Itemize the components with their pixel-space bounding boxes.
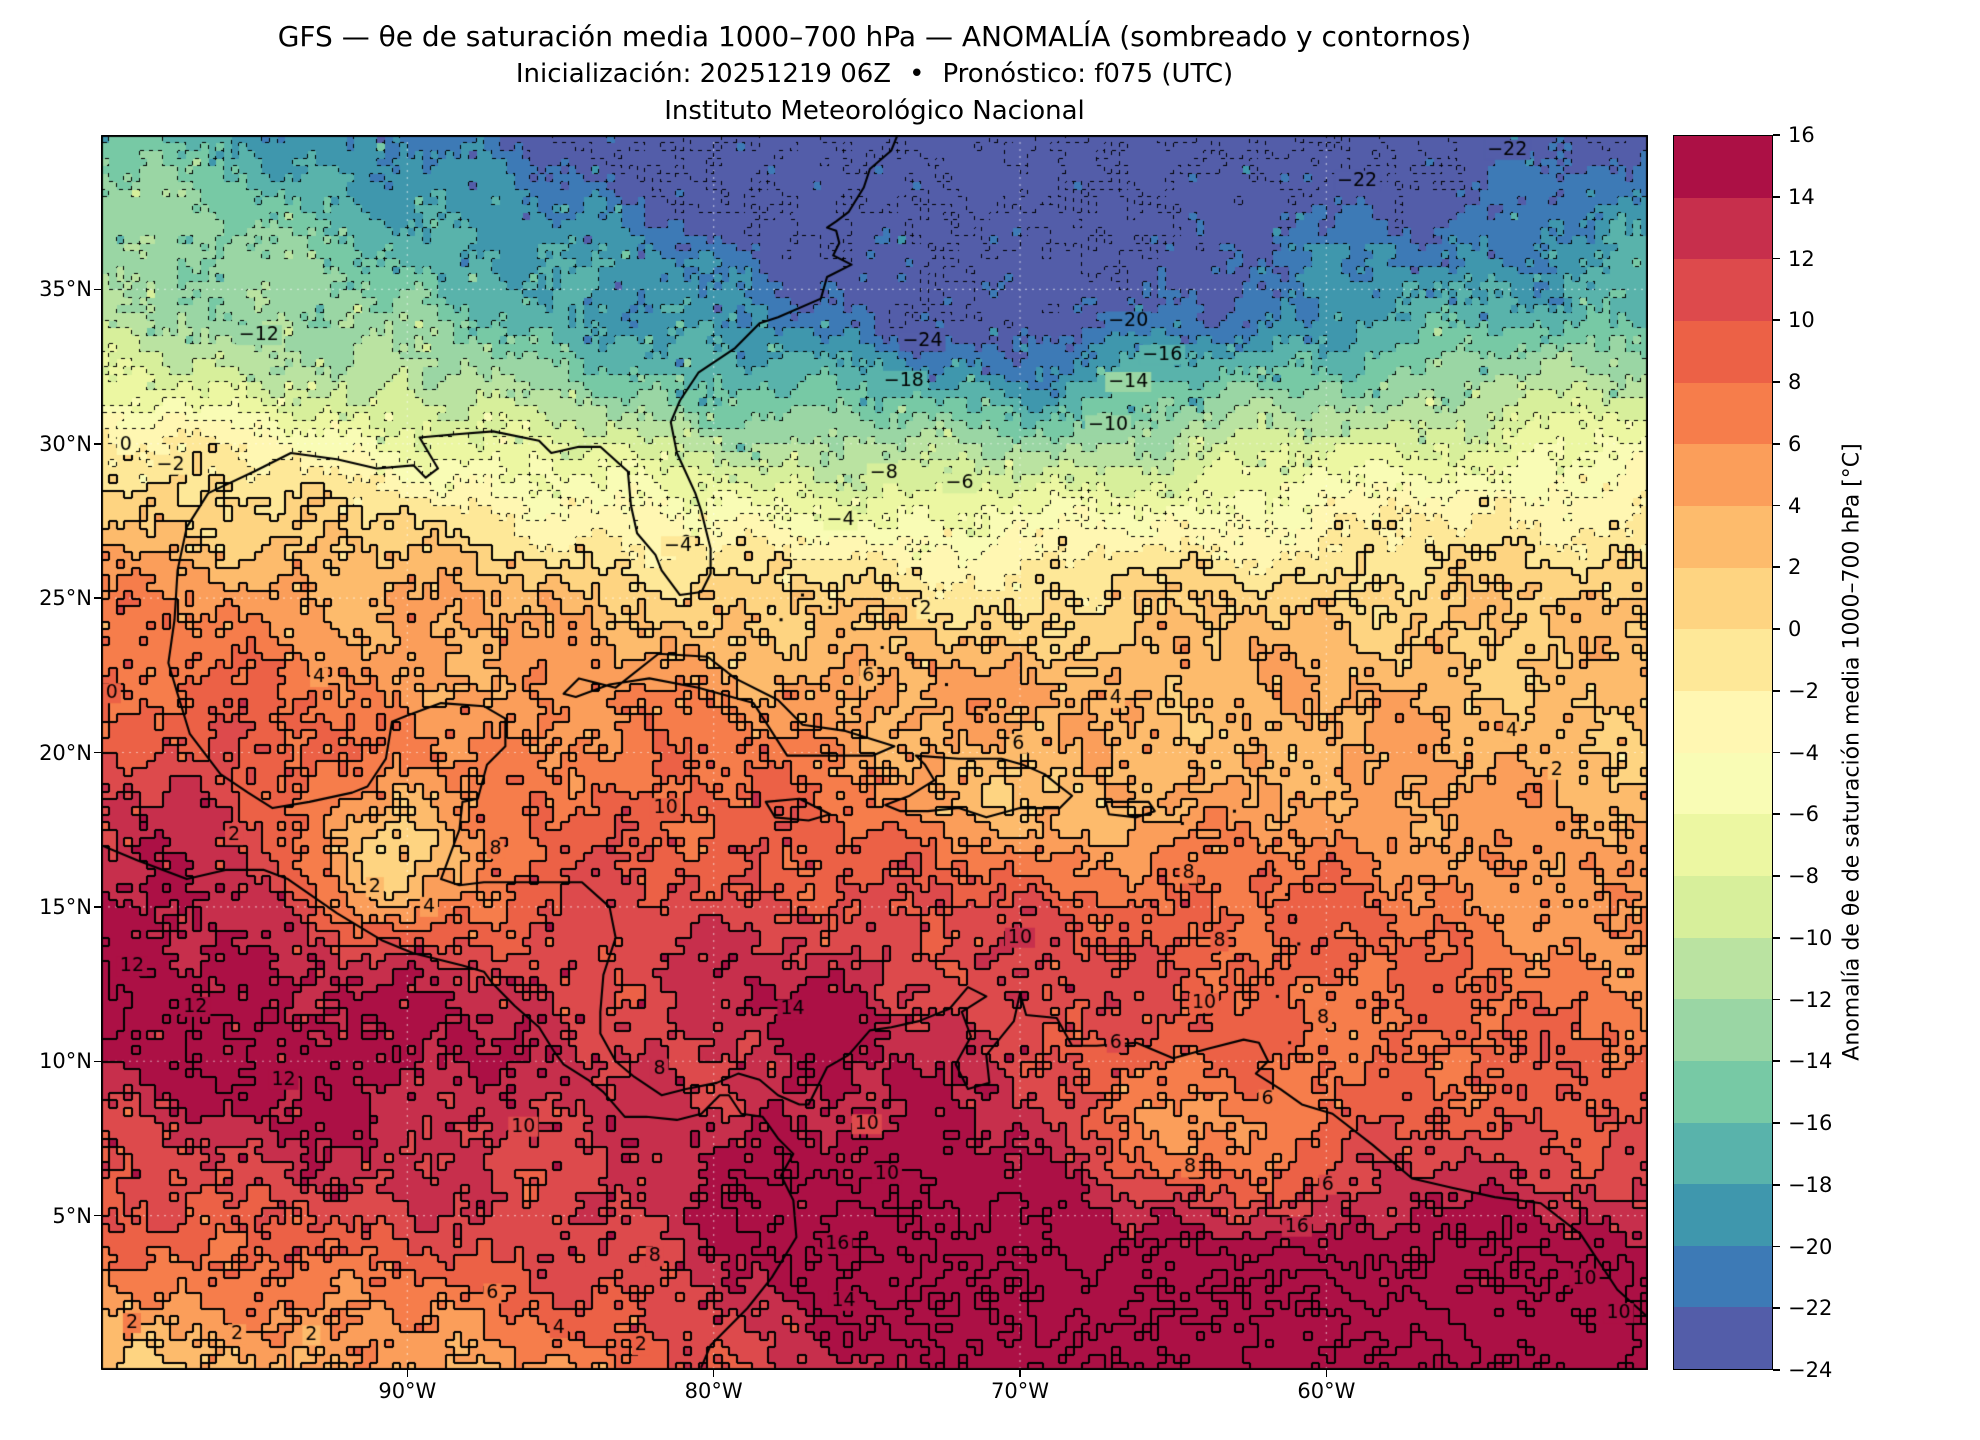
colorbar-tick	[1773, 751, 1780, 754]
colorbar-tick-label: 4	[1788, 493, 1802, 518]
colorbar-band	[1674, 1184, 1772, 1246]
y-axis-tick	[94, 597, 101, 599]
colorbar-band	[1674, 1307, 1772, 1370]
colorbar-tick-label: −14	[1788, 1049, 1833, 1074]
y-axis-tick	[94, 906, 101, 908]
y-axis-tick-label: 30°N	[39, 431, 92, 456]
chart-title: GFS — θe de saturación media 1000–700 hP…	[277, 20, 1472, 53]
colorbar-tick	[1773, 504, 1780, 507]
colorbar-tick-label: 10	[1788, 308, 1815, 333]
colorbar-tick	[1773, 998, 1780, 1001]
y-axis-tick	[94, 288, 101, 291]
colorbar-tick	[1773, 319, 1780, 322]
x-axis-tick	[1019, 1370, 1021, 1377]
colorbar-tick	[1773, 875, 1780, 877]
colorbar-tick-label: 8	[1788, 370, 1802, 394]
colorbar-tick	[1773, 1122, 1780, 1124]
colorbar-tick-label: −12	[1788, 987, 1833, 1012]
colorbar-tick-label: 14	[1788, 184, 1815, 209]
colorbar-band	[1674, 752, 1772, 815]
colorbar-tick	[1773, 813, 1780, 816]
colorbar-tick-label: −10	[1788, 925, 1833, 950]
colorbar-tick	[1773, 257, 1780, 260]
colorbar-tick	[1773, 689, 1780, 692]
subtitle-separator: •	[909, 59, 925, 89]
colorbar-band	[1674, 444, 1772, 506]
y-axis-tick-label: 10°N	[39, 1049, 92, 1074]
y-axis-tick-label: 20°N	[39, 740, 92, 765]
colorbar-band	[1674, 1245, 1772, 1308]
colorbar-band	[1674, 690, 1772, 753]
y-axis-tick-label: 15°N	[39, 894, 92, 919]
colorbar-tick	[1773, 1183, 1780, 1186]
y-axis-tick	[94, 443, 101, 445]
colorbar-tick-label: 2	[1788, 555, 1802, 580]
colorbar-tick	[1773, 1060, 1780, 1063]
colorbar-band	[1674, 259, 1772, 321]
colorbar-band	[1674, 814, 1772, 876]
colorbar-tick	[1773, 134, 1780, 136]
chart-subtitle: Inicialización: 20251219 06Z • Pronóstico:…	[101, 59, 1648, 89]
x-axis-tick	[1325, 1370, 1328, 1377]
colorbar-tick	[1773, 628, 1780, 630]
x-axis-tick-label: 80°W	[684, 1379, 743, 1403]
map-canvas	[101, 135, 1648, 1370]
colorbar-band	[1674, 629, 1772, 691]
y-axis-tick	[94, 1060, 101, 1062]
colorbar-tick	[1773, 566, 1780, 569]
colorbar-band	[1674, 505, 1772, 568]
colorbar-band	[1674, 382, 1772, 445]
colorbar-tick-label: −2	[1788, 678, 1819, 703]
colorbar-band	[1674, 937, 1772, 1000]
colorbar-tick-label: −18	[1788, 1172, 1833, 1197]
x-axis-tick	[712, 1370, 715, 1377]
colorbar-axis-label: Anomalía de θe de saturación media 1000–…	[1839, 443, 1865, 1061]
colorbar-band	[1674, 999, 1772, 1061]
colorbar-tick-label: 12	[1788, 246, 1815, 271]
colorbar-tick	[1773, 1307, 1780, 1310]
colorbar-band	[1674, 320, 1772, 383]
plot-area	[101, 135, 1648, 1370]
colorbar-band	[1674, 197, 1772, 260]
y-axis-tick	[94, 751, 101, 754]
subtitle-init: Inicialización: 20251219 06Z	[515, 59, 892, 89]
colorbar-tick-label: −16	[1788, 1111, 1833, 1135]
x-axis-tick-label: 90°W	[378, 1379, 437, 1403]
colorbar-tick	[1773, 936, 1780, 939]
colorbar-band	[1674, 567, 1772, 630]
colorbar-tick-label: −6	[1788, 802, 1819, 827]
colorbar-tick-label: −22	[1788, 1296, 1833, 1321]
colorbar-tick	[1773, 1369, 1780, 1371]
colorbar-band	[1674, 1060, 1772, 1123]
y-axis-tick	[94, 1214, 101, 1217]
colorbar	[1673, 135, 1773, 1370]
x-axis-tick	[406, 1370, 409, 1377]
colorbar-tick-label: −8	[1788, 864, 1819, 888]
y-axis-tick-label: 25°N	[39, 586, 92, 611]
colorbar-tick-label: 6	[1788, 431, 1802, 456]
colorbar-tick-label: −24	[1788, 1358, 1833, 1382]
y-axis-tick-label: 35°N	[39, 277, 92, 302]
colorbar-tick-label: 16	[1788, 123, 1815, 147]
subtitle-forecast: Pronóstico: f075 (UTC)	[942, 59, 1234, 89]
colorbar-tick	[1773, 1245, 1780, 1248]
colorbar-tick-label: 0	[1788, 617, 1802, 641]
colorbar-tick	[1773, 381, 1780, 383]
colorbar-tick-label: −20	[1788, 1234, 1833, 1259]
colorbar-band	[1674, 136, 1772, 198]
colorbar-band	[1674, 1122, 1772, 1185]
colorbar-band	[1674, 875, 1772, 938]
x-axis-tick-label: 70°W	[991, 1379, 1049, 1403]
chart-org-line: Instituto Meteorológico Nacional	[664, 96, 1085, 126]
colorbar-tick	[1773, 442, 1780, 445]
y-axis-tick-label: 5°N	[52, 1203, 92, 1228]
colorbar-tick	[1773, 195, 1780, 198]
colorbar-tick-label: −4	[1788, 740, 1819, 765]
x-axis-tick-label: 60°W	[1297, 1379, 1356, 1403]
